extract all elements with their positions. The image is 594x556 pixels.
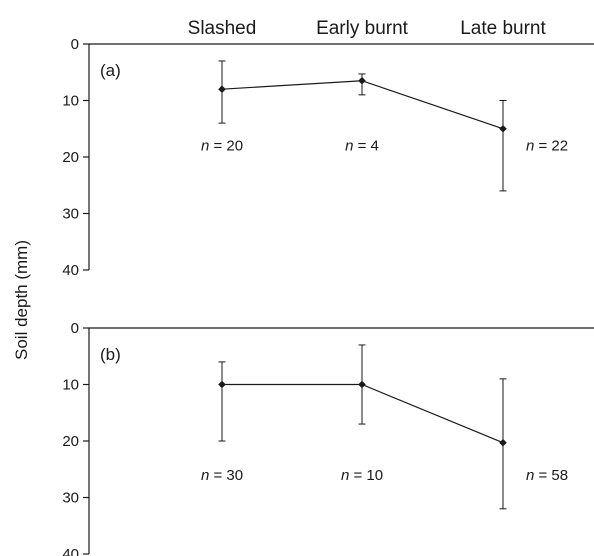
category-label-1: Early burnt [316, 18, 409, 39]
y-tick-label: 30 [62, 206, 79, 223]
y-tick-label: 0 [71, 320, 79, 337]
panel-label: (b) [100, 345, 121, 364]
panel-0: 0 10 20 30 40 (a) n = 20 n = 4 n = 22 [62, 36, 594, 279]
category-labels: Slashed Early burnt Late burnt [188, 18, 547, 39]
panels: 0 10 20 30 40 (a) n = 20 n = 4 n = 22 0 10 20 30 40 (b… [62, 36, 594, 556]
y-tick-label: 40 [62, 546, 79, 556]
data-point [218, 85, 226, 93]
y-tick-label: 0 [71, 36, 79, 53]
y-tick-label: 20 [62, 433, 79, 450]
data-point [358, 380, 366, 389]
panel-label: (a) [100, 61, 121, 80]
n-label: n = 22 [526, 138, 568, 155]
y-tick-label: 20 [62, 149, 79, 166]
data-point [358, 76, 366, 85]
data-point [218, 380, 226, 389]
y-tick-label: 40 [62, 262, 79, 279]
data-point [499, 438, 507, 447]
y-axis-label: Soil depth (mm) [12, 240, 31, 360]
n-label: n = 30 [201, 467, 243, 484]
n-label: n = 4 [345, 138, 379, 155]
panel-1: 0 10 20 30 40 (b) n = 30 n = 10 n = 58 [62, 320, 594, 556]
y-tick-label: 30 [62, 490, 79, 507]
n-label: n = 20 [201, 138, 243, 155]
n-label: n = 58 [526, 467, 568, 484]
y-tick-label: 10 [62, 93, 79, 110]
data-point [499, 124, 507, 133]
n-label: n = 10 [341, 467, 383, 484]
y-tick-label: 10 [62, 377, 79, 394]
category-label-2: Late burnt [460, 18, 546, 39]
category-label-0: Slashed [188, 18, 257, 39]
